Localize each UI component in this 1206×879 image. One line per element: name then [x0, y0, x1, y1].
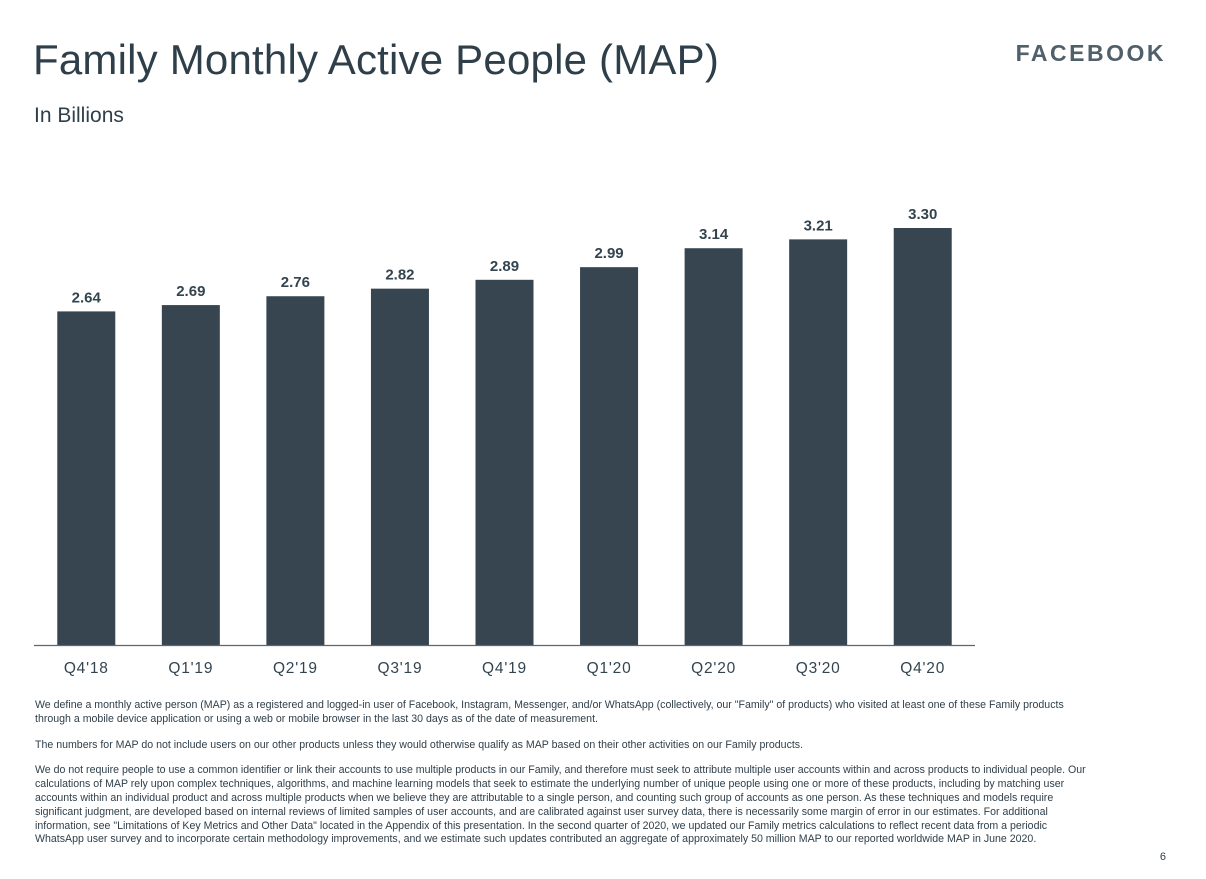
data-label: 2.64 [72, 289, 102, 306]
data-label: 3.21 [804, 217, 833, 234]
data-label: 3.30 [908, 206, 937, 223]
bar-Q2'19 [266, 296, 325, 645]
data-label: 2.99 [594, 245, 623, 262]
bar-Q4'18 [57, 311, 116, 645]
footnote: We do not require people to use a common… [35, 764, 1086, 846]
x-tick-label: Q4'19 [482, 660, 527, 677]
data-label: 2.69 [176, 283, 205, 300]
x-tick-label: Q1'20 [587, 660, 632, 677]
bar-Q4'20 [893, 228, 952, 645]
bar-chart: 2.64 Q4'18 2.69 Q1'19 2.76 Q2'19 2.82 Q3'19 2.89… [34, 206, 975, 677]
x-tick-label: Q1'19 [168, 660, 213, 677]
footnote: We define a monthly active person (MAP) … [35, 699, 1064, 725]
bar-Q3'20 [789, 239, 848, 645]
brand-logo: FACEBOOK [1015, 40, 1166, 66]
data-label: 2.89 [490, 258, 519, 275]
data-label: 3.14 [699, 226, 729, 243]
bar-Q2'20 [684, 248, 743, 645]
page-title: Family Monthly Active People (MAP) [33, 36, 720, 83]
x-tick-label: Q2'20 [691, 660, 736, 677]
bar-Q4'19 [475, 279, 534, 645]
x-tick-label: Q4'18 [64, 660, 109, 677]
x-tick-label: Q2'19 [273, 660, 318, 677]
footnotes: We define a monthly active person (MAP) … [35, 699, 1095, 859]
x-tick-label: Q3'20 [796, 660, 841, 677]
page-subtitle: In Billions [34, 104, 124, 127]
data-label: 2.82 [385, 267, 414, 284]
page-number: 6 [1159, 851, 1166, 863]
bar-Q1'19 [161, 305, 220, 645]
footnote: The numbers for MAP do not include users… [35, 738, 804, 751]
x-tick-label: Q4'20 [900, 660, 945, 677]
data-label: 2.76 [281, 274, 310, 291]
x-tick-label: Q3'19 [377, 660, 422, 677]
bar-Q1'20 [580, 267, 639, 645]
bar-Q3'19 [370, 288, 429, 645]
